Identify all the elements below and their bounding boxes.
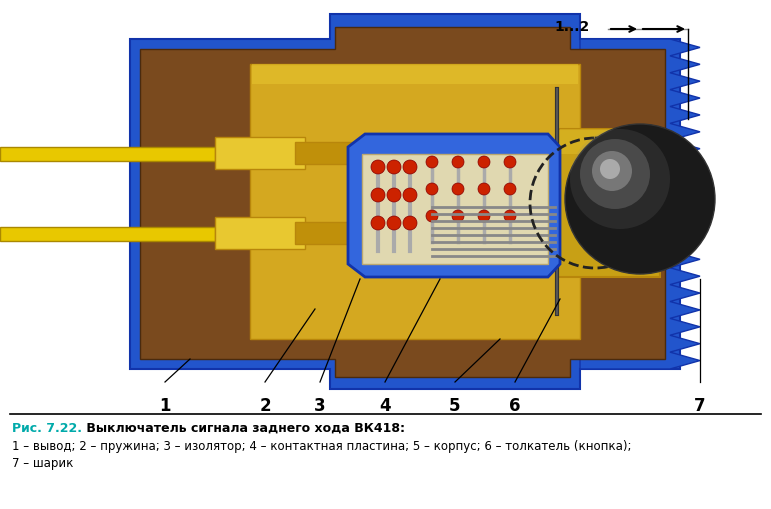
Text: 7: 7: [694, 396, 705, 414]
Circle shape: [600, 160, 620, 180]
Circle shape: [371, 161, 385, 175]
Circle shape: [387, 216, 401, 231]
FancyBboxPatch shape: [215, 217, 305, 249]
Circle shape: [426, 184, 438, 195]
Circle shape: [452, 184, 464, 195]
Text: 4: 4: [379, 396, 391, 414]
Circle shape: [478, 184, 490, 195]
Circle shape: [592, 152, 632, 191]
Polygon shape: [140, 28, 665, 377]
FancyBboxPatch shape: [252, 65, 578, 85]
Circle shape: [426, 211, 438, 222]
Circle shape: [478, 157, 490, 168]
FancyBboxPatch shape: [358, 143, 388, 165]
FancyBboxPatch shape: [560, 130, 660, 155]
Circle shape: [570, 130, 670, 230]
Circle shape: [565, 125, 715, 274]
Polygon shape: [580, 40, 700, 175]
Polygon shape: [348, 135, 560, 277]
Text: 1 – вывод; 2 – пружина; 3 – изолятор; 4 – контактная пластина; 5 – корпус; 6 – т: 1 – вывод; 2 – пружина; 3 – изолятор; 4 …: [12, 439, 631, 452]
Text: 7 – шарик: 7 – шарик: [12, 456, 73, 469]
Circle shape: [387, 189, 401, 203]
Text: Выключатель сигнала заднего хода ВК418:: Выключатель сигнала заднего хода ВК418:: [82, 421, 405, 434]
Polygon shape: [130, 15, 680, 389]
Circle shape: [371, 189, 385, 203]
Circle shape: [403, 189, 417, 203]
Circle shape: [478, 211, 490, 222]
Text: 6: 6: [510, 396, 520, 414]
FancyBboxPatch shape: [362, 155, 548, 265]
Text: 3: 3: [315, 396, 326, 414]
Circle shape: [504, 184, 516, 195]
Polygon shape: [580, 235, 700, 369]
Polygon shape: [250, 65, 580, 340]
Text: 2: 2: [259, 396, 271, 414]
Circle shape: [504, 211, 516, 222]
FancyBboxPatch shape: [215, 138, 305, 169]
FancyBboxPatch shape: [580, 175, 670, 235]
Circle shape: [403, 161, 417, 175]
Circle shape: [452, 211, 464, 222]
FancyBboxPatch shape: [295, 222, 370, 244]
FancyBboxPatch shape: [0, 148, 215, 162]
Polygon shape: [558, 130, 660, 277]
Circle shape: [580, 140, 650, 210]
FancyBboxPatch shape: [358, 222, 388, 244]
Circle shape: [452, 157, 464, 168]
FancyBboxPatch shape: [0, 228, 215, 242]
Circle shape: [504, 157, 516, 168]
FancyBboxPatch shape: [295, 143, 370, 165]
Text: 1: 1: [160, 396, 170, 414]
Text: 5: 5: [449, 396, 461, 414]
Circle shape: [403, 216, 417, 231]
Circle shape: [387, 161, 401, 175]
Circle shape: [371, 216, 385, 231]
Text: Рис. 7.22.: Рис. 7.22.: [12, 421, 82, 434]
Text: 1...2: 1...2: [555, 20, 590, 34]
Circle shape: [426, 157, 438, 168]
